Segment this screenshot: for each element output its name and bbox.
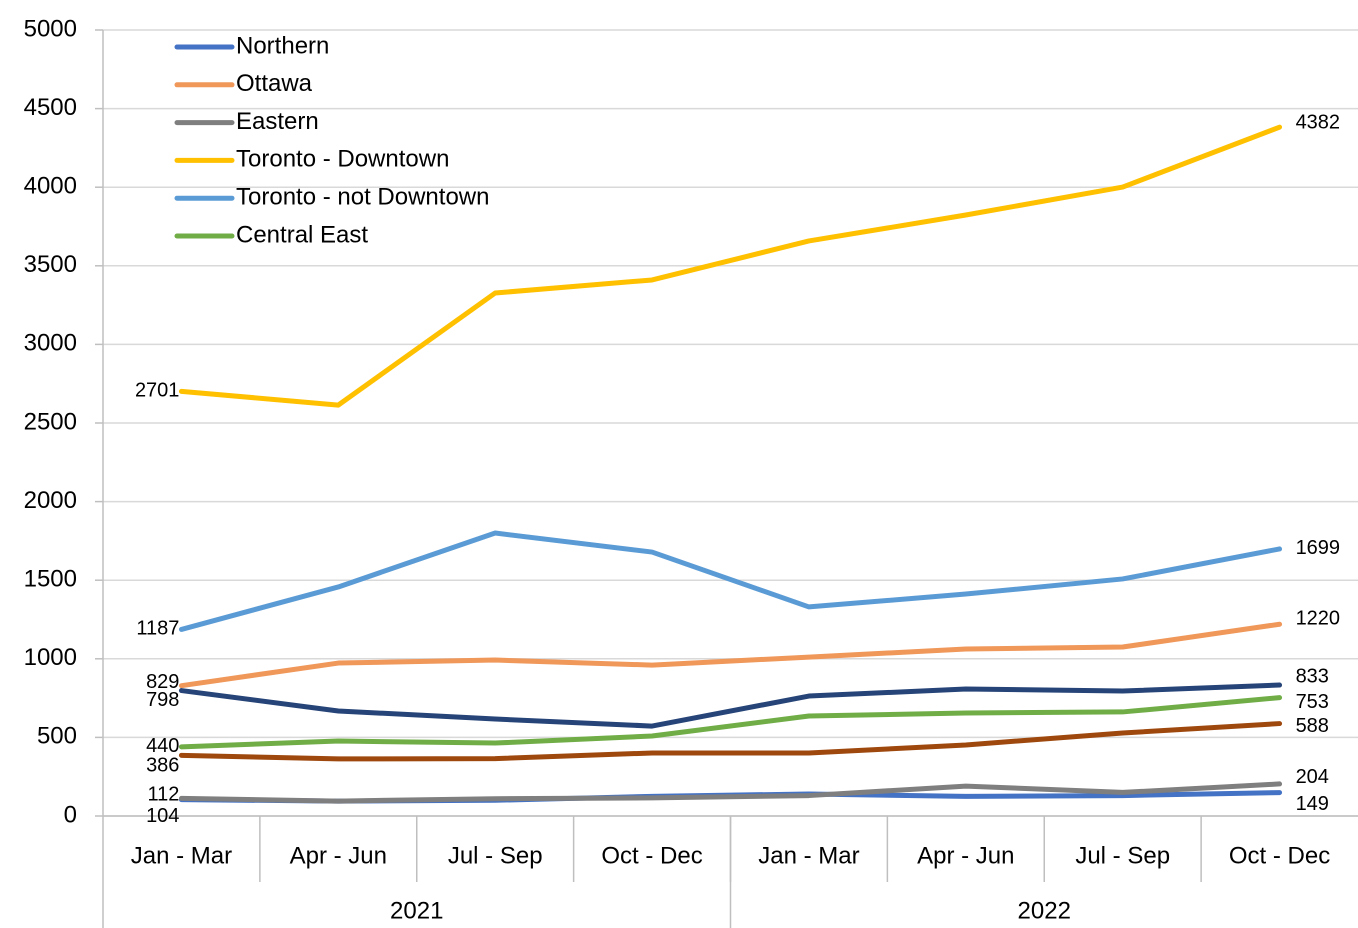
x-tick-label: Jul - Sep	[1075, 842, 1170, 869]
data-label: 104	[146, 805, 179, 827]
legend-label: Toronto - not Downtown	[236, 184, 489, 211]
y-tick-label: 0	[64, 801, 77, 828]
data-label: 798	[146, 689, 179, 711]
data-label: 149	[1296, 793, 1329, 815]
data-label: 753	[1296, 691, 1329, 713]
y-tick-label: 2000	[24, 487, 77, 514]
data-label: 386	[146, 755, 179, 777]
data-label: 112	[148, 784, 180, 806]
x-tick-label: Jan - Mar	[131, 842, 232, 869]
y-tick-label: 4500	[24, 94, 77, 121]
legend-label: Toronto - Downtown	[236, 146, 449, 173]
legend-label: Eastern	[236, 108, 319, 135]
x-tick-label: Apr - Jun	[290, 842, 387, 869]
y-tick-label: 1000	[24, 644, 77, 671]
series-line	[178, 530, 1283, 632]
data-label: 1220	[1296, 607, 1341, 629]
data-label: 833	[1296, 665, 1329, 687]
x-tick-label: Jan - Mar	[758, 842, 859, 869]
y-tick-label: 500	[37, 723, 77, 750]
series-line	[178, 682, 1283, 729]
x-tick-label: Apr - Jun	[917, 842, 1014, 869]
y-tick-label: 4000	[24, 173, 77, 200]
series-line	[178, 721, 1283, 762]
series-line	[178, 124, 1283, 408]
data-label: 1699	[1296, 537, 1341, 559]
data-label: 1187	[136, 618, 179, 640]
x-tick-label: Jul - Sep	[448, 842, 543, 869]
series-line	[178, 781, 1283, 804]
series-line	[178, 695, 1283, 750]
data-label: 2701	[135, 380, 180, 402]
x-group-label: 2021	[390, 897, 443, 924]
legend-label: Northern	[236, 32, 329, 59]
data-label: 829	[146, 671, 179, 693]
y-tick-label: 3500	[24, 251, 77, 278]
legend-label: Central East	[236, 221, 368, 248]
y-tick-label: 3000	[24, 330, 77, 357]
legend-label: Ottawa	[236, 70, 313, 97]
series-line	[178, 621, 1283, 689]
data-label: 204	[1296, 766, 1329, 788]
y-tick-label: 2500	[24, 408, 77, 435]
data-label: 4382	[1296, 111, 1341, 133]
data-label: 588	[1296, 715, 1329, 737]
y-tick-label: 1500	[24, 566, 77, 593]
data-label: 440	[146, 735, 179, 757]
x-group-label: 2022	[1018, 897, 1071, 924]
x-tick-label: Oct - Dec	[1229, 842, 1330, 869]
y-tick-label: 5000	[24, 15, 77, 42]
x-tick-label: Oct - Dec	[601, 842, 702, 869]
